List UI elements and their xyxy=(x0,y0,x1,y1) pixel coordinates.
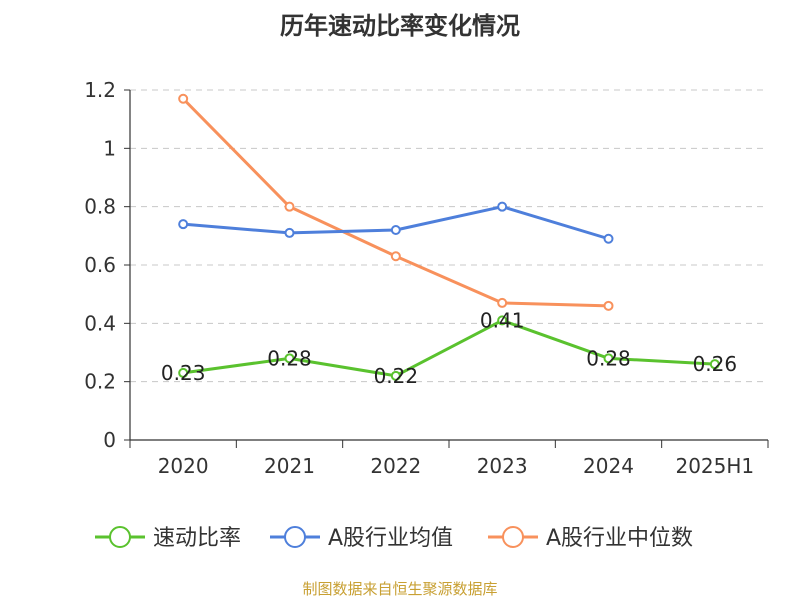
series-1 xyxy=(178,201,614,244)
x-tick-label: 2024 xyxy=(583,454,634,478)
data-point xyxy=(390,251,401,262)
data-point xyxy=(390,370,401,381)
source-note: 制图数据来自恒生聚源数据库 xyxy=(302,580,497,598)
grid-layer xyxy=(130,89,768,383)
x-tick-label: 2020 xyxy=(158,454,209,478)
y-tick-label: 0.8 xyxy=(84,195,116,219)
legend-marker xyxy=(284,526,306,548)
legend-marker xyxy=(502,526,524,548)
y-tick-label: 0.6 xyxy=(84,253,116,277)
data-label: 0.22 xyxy=(374,364,419,388)
legend-item: 速动比率 xyxy=(95,526,241,551)
x-tick-label: 2022 xyxy=(370,454,421,478)
series-0 xyxy=(178,315,720,381)
data-point xyxy=(284,227,295,238)
legend-label: A股行业均值 xyxy=(328,526,453,551)
label-layer: 0.23 0.28 0.22 0.41 0.28 0.26 xyxy=(161,308,737,387)
data-point xyxy=(709,359,720,370)
data-point xyxy=(178,93,189,104)
data-point xyxy=(178,219,189,230)
y-tick-label: 0.4 xyxy=(84,311,116,335)
data-point xyxy=(497,201,508,212)
x-tick-label: 2023 xyxy=(477,454,528,478)
data-point xyxy=(284,353,295,364)
y-tick-label: 0.2 xyxy=(84,370,116,394)
legend-item: A股行业均值 xyxy=(270,526,453,551)
data-point xyxy=(284,201,295,212)
legend: 速动比率 A股行业均值 A股行业中位数 xyxy=(95,526,693,551)
x-tick-label: 2025H1 xyxy=(675,454,754,478)
data-label: 0.28 xyxy=(267,346,312,370)
data-point xyxy=(390,225,401,235)
data-label: 0.28 xyxy=(586,346,631,370)
data-point xyxy=(178,367,189,378)
data-label: 0.26 xyxy=(693,352,738,376)
legend-label: A股行业中位数 xyxy=(546,526,693,551)
chart-title: 历年速动比率变化情况 xyxy=(280,12,520,40)
legend-marker xyxy=(109,526,131,548)
series-layer xyxy=(178,93,720,381)
series-line xyxy=(182,97,609,308)
axis-layer: 0 0.2 0.4 0.6 0.8 1 1.2 2020 2021 2022 2023 2024 202… xyxy=(84,78,769,478)
data-label: 0.41 xyxy=(480,308,525,332)
series-line xyxy=(182,318,715,378)
legend-item: A股行业中位数 xyxy=(488,526,693,551)
series-2 xyxy=(178,93,614,311)
y-tick-label: 0 xyxy=(103,428,116,452)
x-tick-label: 2021 xyxy=(264,454,315,478)
data-point xyxy=(497,297,508,308)
data-point xyxy=(497,315,508,326)
data-point xyxy=(603,353,614,364)
y-tick-label: 1.2 xyxy=(84,78,116,102)
data-point xyxy=(603,233,614,244)
data-point xyxy=(603,300,614,311)
data-label: 0.23 xyxy=(161,361,206,385)
legend-label: 速动比率 xyxy=(153,526,241,551)
y-tick-label: 1 xyxy=(103,136,116,160)
